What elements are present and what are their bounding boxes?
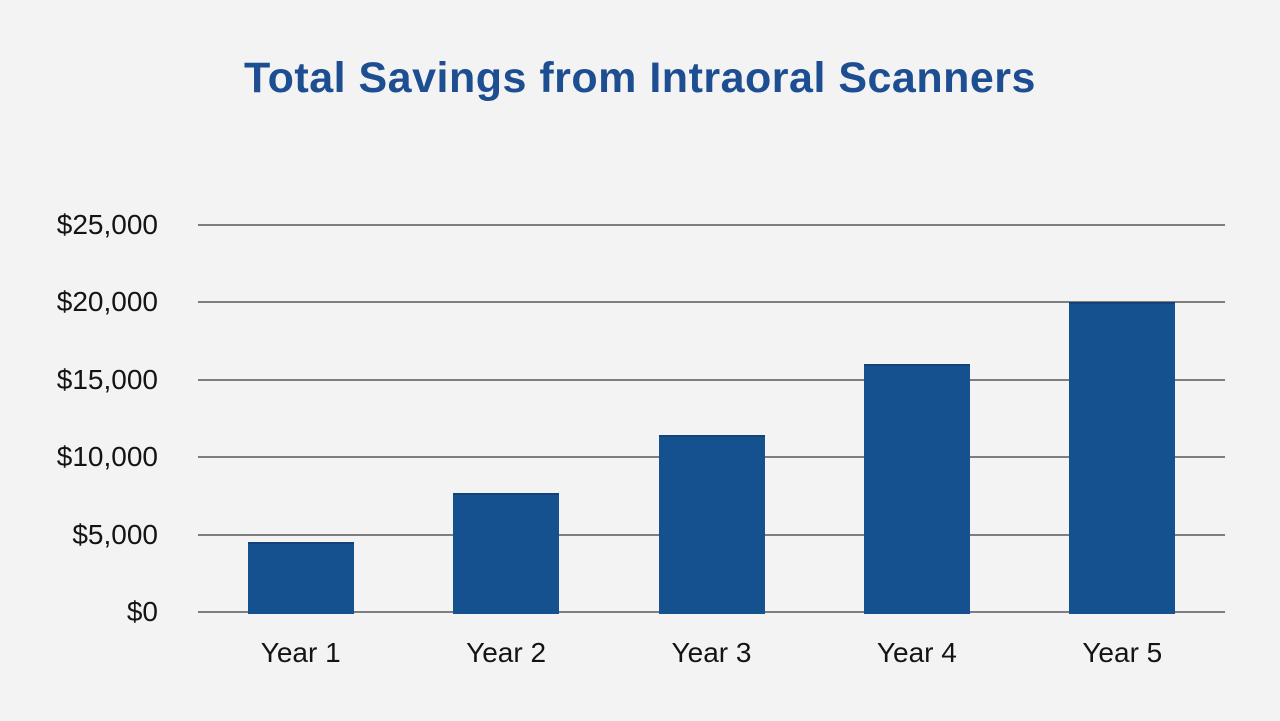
y-axis-tick-label: $10,000 [56,441,158,472]
x-axis-tick-label: Year 3 [671,637,752,668]
y-axis-tick-label: $15,000 [56,363,158,395]
bar-year-4 [863,364,970,614]
y-axis-tick-label: $0 [126,596,158,627]
bar-year-2 [453,492,560,614]
y-axis-tick-label: $20,000 [56,286,158,317]
gridline [198,223,1225,226]
bar-year-5 [1069,302,1176,614]
x-axis-tick-label: Year 1 [260,637,341,668]
x-axis-tick-label: Year 2 [466,637,547,668]
gridline [198,378,1225,381]
gridline [198,301,1225,303]
chart-title: Total Savings from Intraoral Scanners [244,54,1036,102]
bar-year-3 [658,435,765,614]
bar-year-1 [247,542,354,614]
y-axis-tick-label: $25,000 [56,208,158,240]
y-axis-tick-label: $5,000 [72,518,158,550]
x-axis-tick-label: Year 4 [876,637,957,668]
x-axis-tick-label: Year 5 [1082,637,1163,668]
